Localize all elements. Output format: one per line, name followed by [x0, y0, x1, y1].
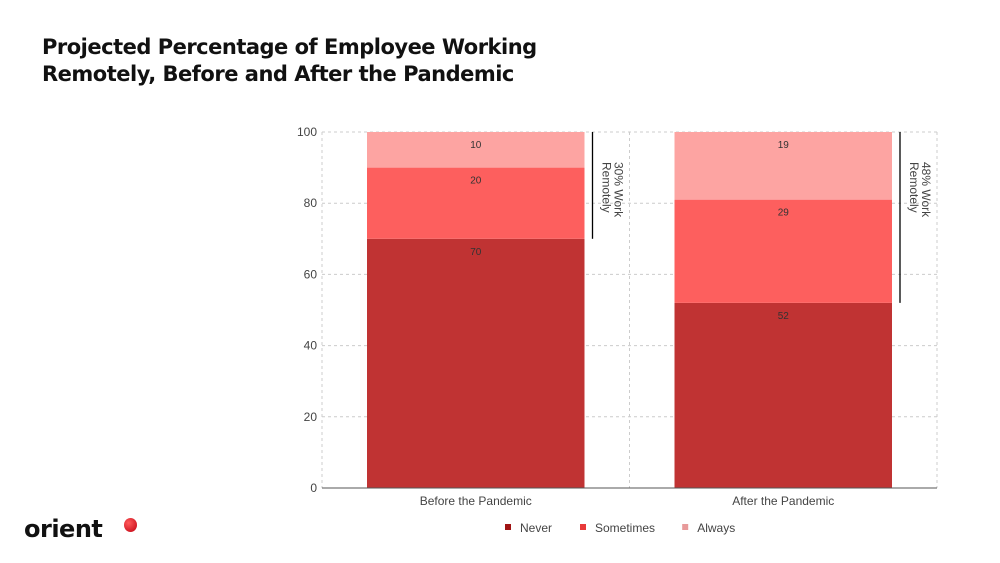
x-tick-label: Before the Pandemic — [420, 494, 532, 508]
y-tick-label: 0 — [310, 481, 317, 495]
y-tick-label: 40 — [304, 339, 318, 353]
x-tick-label: After the Pandemic — [732, 494, 834, 508]
bar-never — [674, 302, 892, 488]
legend-label: Never — [520, 521, 552, 535]
annotation-label: 48% WorkRemotely — [907, 162, 933, 218]
bar-always — [367, 132, 585, 168]
data-label: 20 — [470, 176, 482, 187]
chart-title: Projected Percentage of Employee Working… — [42, 35, 537, 86]
legend-label: Sometimes — [595, 521, 655, 535]
y-tick-label: 100 — [297, 125, 317, 139]
bar-sometimes — [674, 199, 892, 303]
bar-sometimes — [367, 167, 585, 239]
legend-label: Always — [697, 521, 735, 535]
data-label: 10 — [470, 140, 482, 151]
y-tick-label: 60 — [304, 267, 318, 281]
y-tick-label: 80 — [304, 196, 318, 210]
orient-logo: orient — [24, 515, 103, 543]
legend-swatch — [505, 524, 511, 530]
bar-never — [367, 238, 585, 488]
annotation-label: 30% WorkRemotely — [600, 162, 626, 218]
bar-always — [674, 132, 892, 200]
y-tick-label: 20 — [304, 410, 318, 424]
data-label: 29 — [778, 208, 790, 219]
data-label: 52 — [778, 311, 790, 322]
legend-swatch — [682, 524, 689, 530]
data-label: 19 — [778, 140, 790, 151]
legend-swatch — [580, 524, 586, 530]
logo-dot-icon — [124, 518, 137, 532]
data-label: 70 — [470, 247, 482, 258]
